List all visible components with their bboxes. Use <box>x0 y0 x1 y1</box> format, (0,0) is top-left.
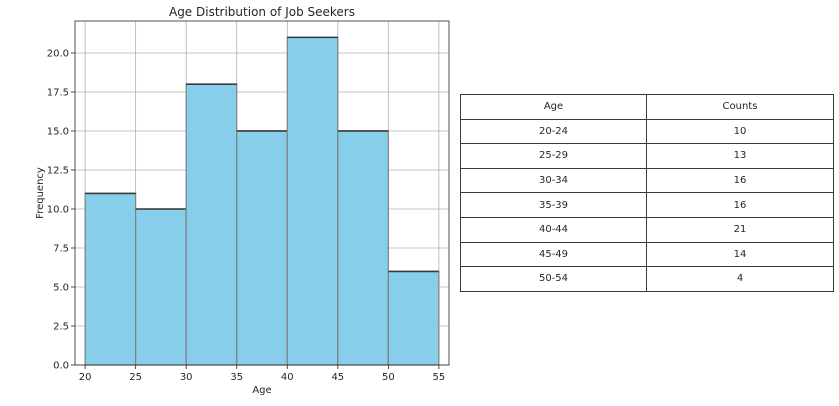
x-axis-label: Age <box>252 385 271 396</box>
x-tick-label: 55 <box>433 372 446 383</box>
age-cell: 35-39 <box>460 192 647 218</box>
plot-area-frame <box>74 20 450 366</box>
x-tick-label: 25 <box>129 372 142 383</box>
y-tick-label: 5.0 <box>53 282 69 293</box>
table-row: 40-44 21 <box>460 216 834 243</box>
count-cell: 4 <box>646 266 834 292</box>
age-cell: 50-54 <box>460 266 647 292</box>
age-cell: 40-44 <box>460 216 647 243</box>
x-tick-label: 40 <box>281 372 294 383</box>
y-axis: 0.0 2.5 5.0 7.5 10.0 12.5 15.0 17.5 20.0 <box>47 48 75 372</box>
age-cell: 20-24 <box>460 118 647 145</box>
y-tick-label: 20.0 <box>47 48 69 59</box>
histogram-bar <box>387 270 440 366</box>
histogram-bar <box>84 192 137 366</box>
count-cell: 13 <box>646 143 834 169</box>
y-tick-label: 10.0 <box>47 204 69 215</box>
table-row: 25-29 13 <box>460 143 834 169</box>
x-tick-label: 50 <box>382 372 395 383</box>
chart-bars <box>84 36 440 366</box>
histogram-bar <box>135 208 187 366</box>
count-cell: 21 <box>646 216 834 243</box>
y-tick-label: 15.0 <box>47 126 69 137</box>
count-cell: 16 <box>646 192 834 218</box>
age-cell: 30-34 <box>460 167 647 194</box>
histogram-bar <box>185 83 238 366</box>
x-tick-label: 20 <box>79 372 92 383</box>
table-row: 45-49 14 <box>460 241 834 268</box>
chart-title: Age Distribution of Job Seekers <box>169 5 355 19</box>
y-tick-label: 0.0 <box>53 361 69 372</box>
x-axis: 20 25 30 35 40 45 50 55 <box>79 365 446 383</box>
histogram-bar <box>236 130 288 366</box>
count-cell: 16 <box>646 167 834 194</box>
histogram-bar <box>337 130 389 366</box>
table-row: 50-54 4 <box>460 266 834 292</box>
column-header: Counts <box>646 94 834 120</box>
table-row: 30-34 16 <box>460 167 834 194</box>
age-cell: 45-49 <box>460 241 647 268</box>
x-tick-label: 30 <box>180 372 193 383</box>
x-tick-label: 35 <box>230 372 243 383</box>
table-body: 20-24 10 25-29 13 30-34 16 35-39 16 40-44 21 45-49… <box>460 118 834 292</box>
histogram-bar <box>286 36 339 366</box>
y-axis-label: Frequency <box>35 167 46 219</box>
table-header-row: Age Counts <box>460 94 834 120</box>
y-tick-label: 2.5 <box>53 321 69 332</box>
y-tick-label: 7.5 <box>53 243 69 254</box>
table-row: 35-39 16 <box>460 192 834 218</box>
y-tick-label: 12.5 <box>47 165 69 176</box>
age-counts-table: Age Counts 20-24 10 25-29 13 30-34 16 35-39 16 4… <box>460 94 834 292</box>
age-cell: 25-29 <box>460 143 647 169</box>
count-cell: 10 <box>646 118 834 145</box>
y-tick-label: 17.5 <box>47 87 69 98</box>
x-tick-label: 45 <box>331 372 344 383</box>
count-cell: 14 <box>646 241 834 268</box>
column-header: Age <box>460 94 647 120</box>
table-row: 20-24 10 <box>460 118 834 145</box>
